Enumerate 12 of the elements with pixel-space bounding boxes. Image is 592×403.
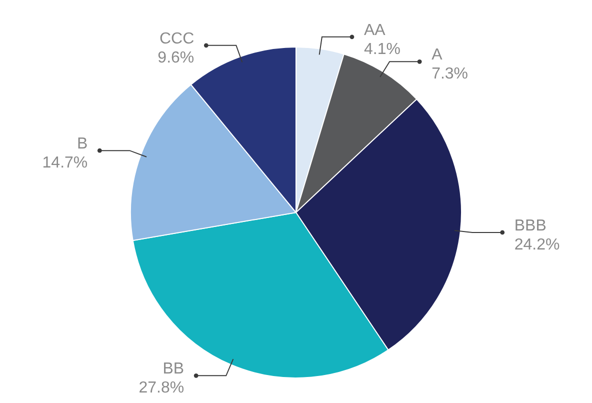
data-label: 7.3% xyxy=(432,66,468,83)
slice-label: BBB xyxy=(514,217,546,234)
slice-label: B xyxy=(76,136,88,153)
slice-label: BB xyxy=(162,360,184,378)
slice-label: A xyxy=(432,46,443,64)
slice-label: CCC xyxy=(159,30,194,48)
data-label: 14.7% xyxy=(42,154,88,172)
data-label: 4.1% xyxy=(364,40,400,58)
data-label: 9.6% xyxy=(158,49,194,66)
data-label: 24.2% xyxy=(514,236,560,254)
slice-label: AA xyxy=(364,22,386,39)
data-label: 27.8% xyxy=(138,380,184,397)
